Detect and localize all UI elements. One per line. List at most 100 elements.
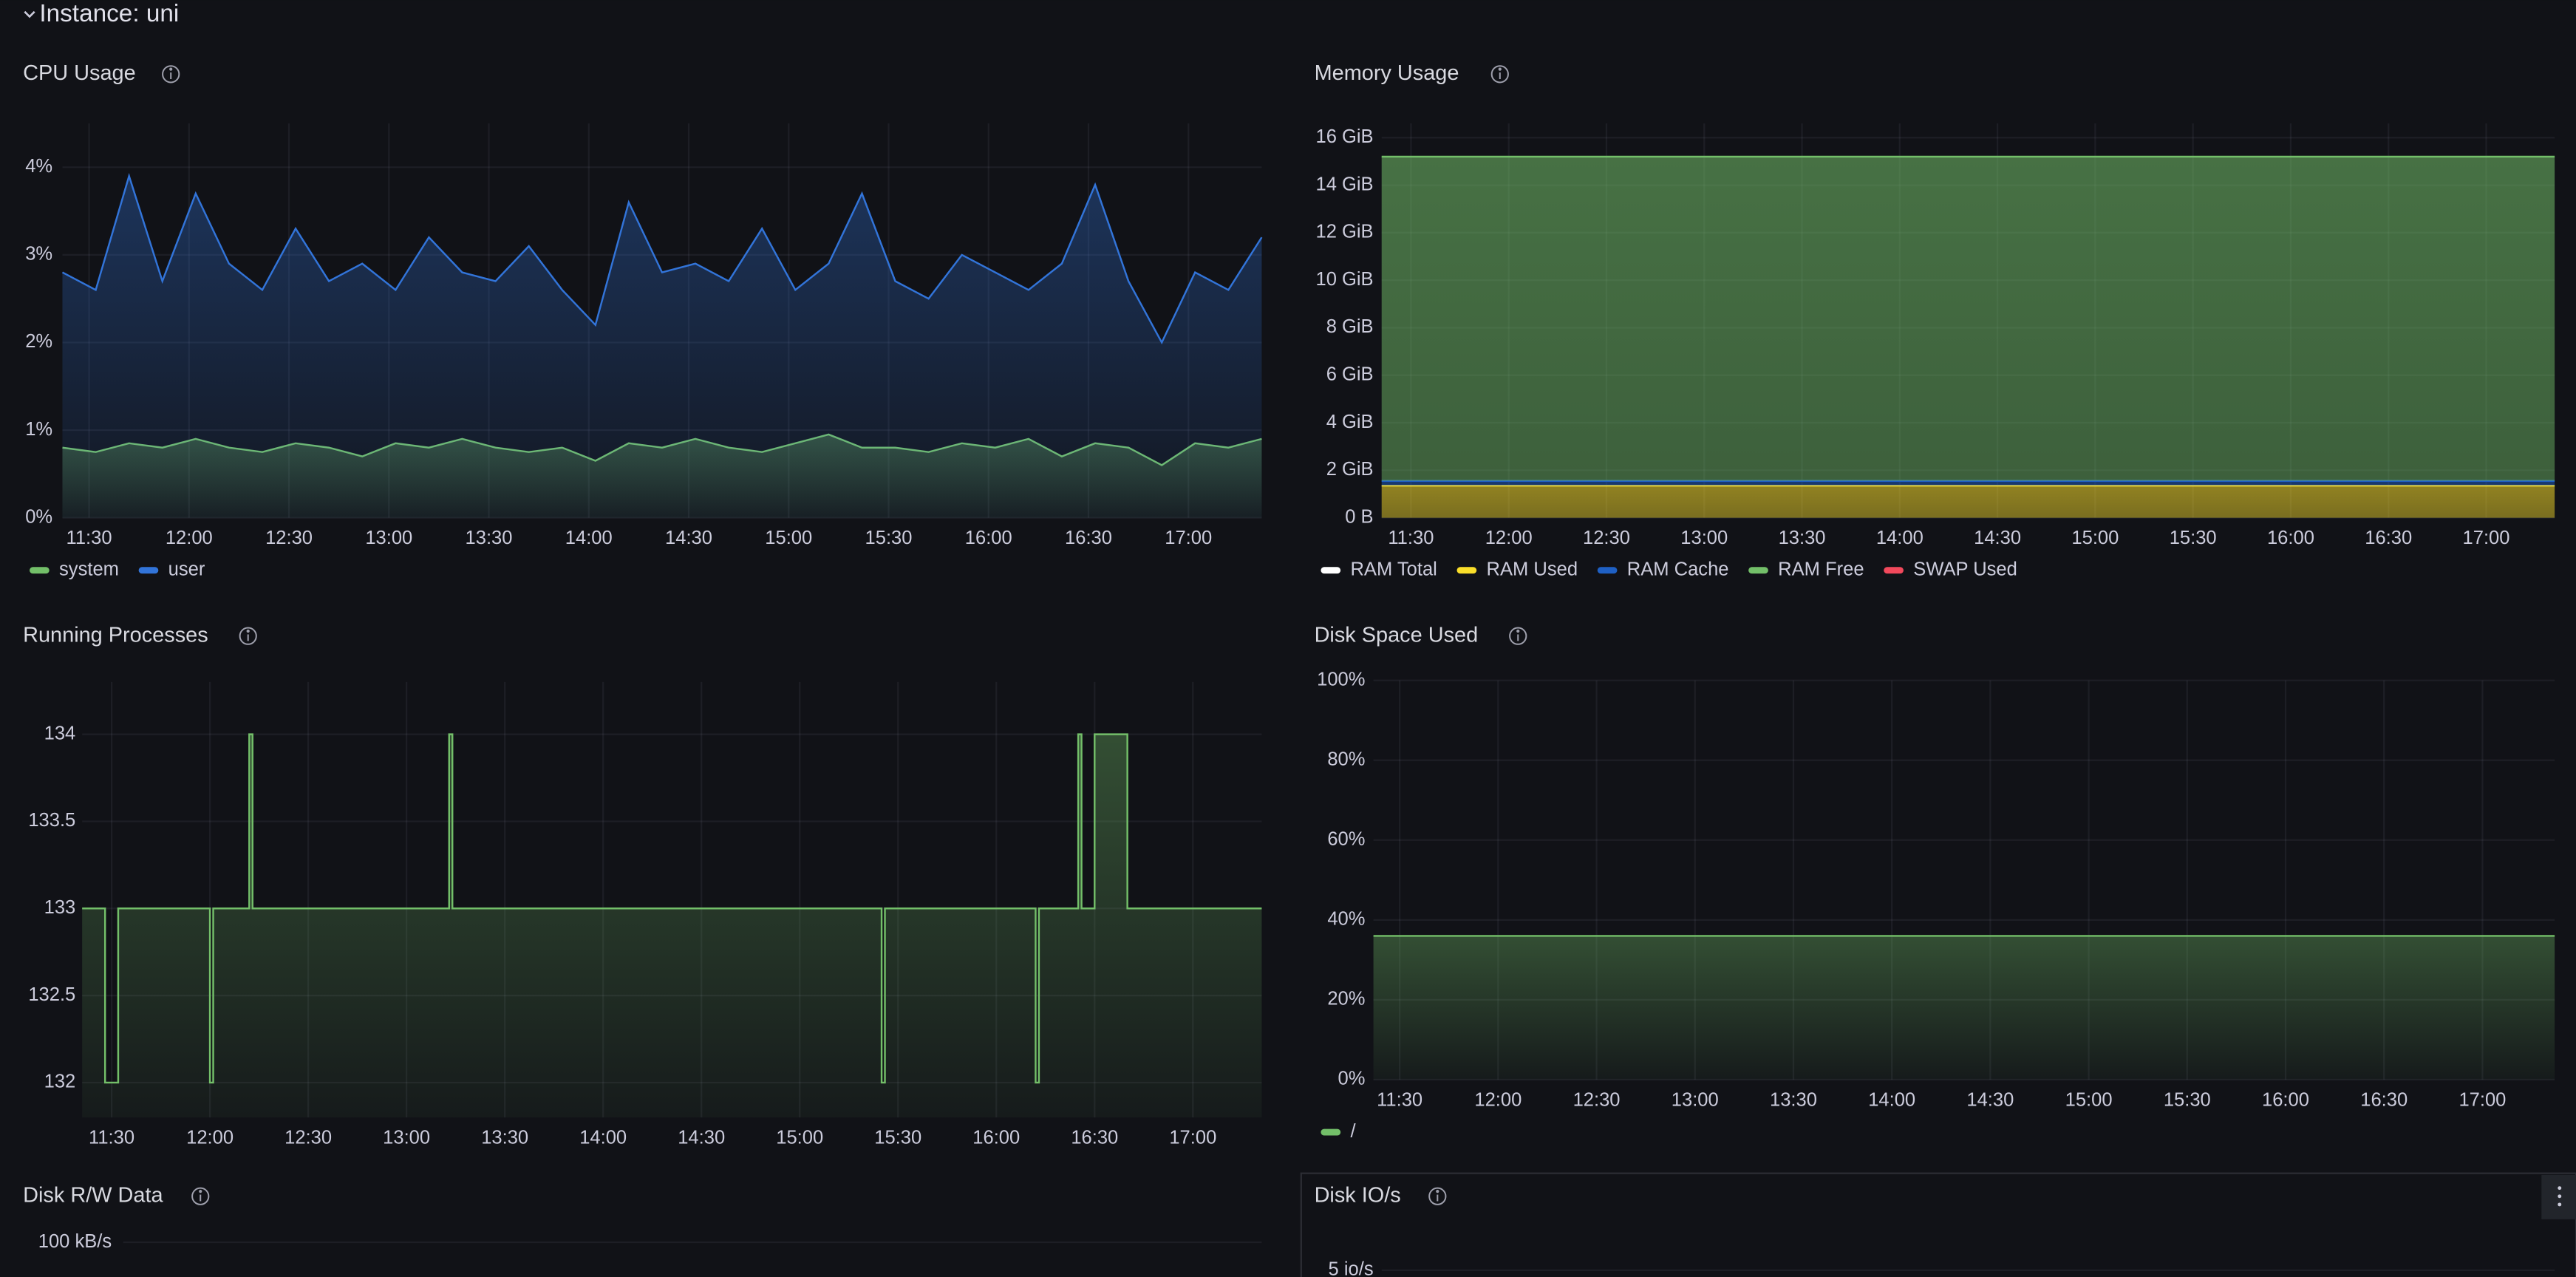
y-tick-label: 0 B — [1345, 506, 1373, 527]
x-tick-label: 14:30 — [678, 1128, 725, 1148]
y-tick-label: 14 GiB — [1315, 174, 1373, 194]
x-tick-label: 14:00 — [1868, 1090, 1915, 1111]
x-tick-label: 12:30 — [284, 1128, 332, 1148]
panel: Memory Usage 0 B 2 GiB 4 GiB 6 GiB 8 GiB 10 Gi… — [1315, 61, 2555, 579]
y-tick-label: 6 GiB — [1326, 364, 1374, 384]
series-area — [1381, 486, 2555, 518]
x-tick-label: 16:00 — [2262, 1090, 2309, 1111]
x-tick-label: 16:00 — [965, 528, 1012, 548]
y-tick-label: 132.5 — [28, 984, 75, 1005]
panel-title: Disk IO/s — [1315, 1183, 1401, 1207]
x-tick-label: 13:30 — [1770, 1090, 1817, 1111]
y-tick-label: 10 GiB — [1315, 269, 1373, 290]
y-tick-label: 132 — [44, 1072, 76, 1092]
x-tick-label: 14:30 — [1974, 528, 2021, 548]
series-area — [1381, 157, 2555, 481]
series-area — [1373, 936, 2555, 1080]
panel-border — [1300, 1172, 2576, 1277]
legend-label[interactable]: user — [168, 559, 205, 579]
y-tick-label: 40% — [1327, 909, 1365, 930]
x-tick-label: 11:30 — [1388, 528, 1434, 548]
x-tick-label: 15:30 — [874, 1128, 921, 1148]
x-tick-label: 17:00 — [2463, 528, 2510, 548]
info-icon[interactable] — [1428, 1187, 1447, 1205]
y-tick-label: 0% — [25, 506, 52, 527]
x-tick-label: 15:00 — [765, 528, 812, 548]
x-tick-label: 11:30 — [67, 528, 112, 548]
legend-swatch — [1884, 567, 1904, 574]
panel-title: CPU Usage — [23, 61, 136, 85]
y-tick-label: 134 — [44, 723, 76, 743]
legend-swatch — [1321, 1128, 1341, 1136]
x-tick-label: 16:30 — [2365, 528, 2412, 548]
legend-label[interactable]: system — [59, 559, 119, 579]
x-tick-label: 17:00 — [1169, 1128, 1216, 1148]
x-tick-label: 14:30 — [665, 528, 712, 548]
x-tick-label: 12:30 — [1583, 528, 1630, 548]
y-tick-label: 60% — [1327, 829, 1365, 850]
y-tick-label: 0% — [1338, 1069, 1366, 1089]
y-tick-label: 5 io/s — [1329, 1259, 1374, 1277]
info-icon[interactable] — [1490, 65, 1509, 84]
panel: CPU Usage 0% 1% 2% 3% 4% 11:30 12:00 12:30 13:00 1… — [23, 61, 1263, 579]
x-tick-label: 13:00 — [1672, 1090, 1719, 1111]
x-tick-label: 16:30 — [1071, 1128, 1118, 1148]
legend-swatch — [1321, 567, 1341, 574]
y-tick-label: 80% — [1327, 749, 1365, 769]
legend-swatch — [138, 567, 159, 574]
collapse-chevron[interactable] — [24, 10, 35, 18]
series-line — [61, 172, 1263, 345]
y-tick-label: 4 GiB — [1326, 412, 1374, 432]
x-tick-label: 13:30 — [466, 528, 513, 548]
series-area — [1381, 480, 2555, 486]
x-tick-label: 13:00 — [365, 528, 412, 548]
legend-label[interactable]: RAM Free — [1778, 559, 1864, 579]
y-tick-label: 8 GiB — [1326, 316, 1374, 337]
section-title[interactable]: Instance: uni — [39, 0, 179, 27]
x-tick-label: 17:00 — [1165, 528, 1212, 548]
legend-label[interactable]: / — [1350, 1121, 1356, 1142]
y-tick-label: 2% — [25, 331, 52, 352]
x-tick-label: 12:30 — [1573, 1090, 1621, 1111]
x-tick-label: 13:30 — [1779, 528, 1826, 548]
x-tick-label: 16:30 — [2360, 1090, 2408, 1111]
series-line — [82, 733, 1262, 1084]
x-tick-label: 14:00 — [565, 528, 613, 548]
menu-dots — [2558, 1186, 2562, 1207]
x-tick-label: 17:00 — [2459, 1090, 2506, 1111]
legend-label[interactable]: RAM Cache — [1627, 559, 1729, 579]
panel: Disk IO/s 5 io/s — [1315, 1183, 2555, 1277]
panel: Disk Space Used 0% 20% 40% 60% 80% 100% 11:30 12… — [1315, 623, 2555, 1142]
x-tick-label: 13:00 — [1680, 528, 1728, 548]
x-tick-label: 13:00 — [383, 1128, 430, 1148]
x-tick-label: 15:30 — [2170, 528, 2217, 548]
x-tick-label: 11:30 — [89, 1128, 134, 1148]
x-tick-label: 12:00 — [1485, 528, 1533, 548]
legend-swatch — [1748, 567, 1768, 574]
y-tick-label: 16 GiB — [1315, 126, 1373, 147]
x-tick-label: 14:00 — [1876, 528, 1924, 548]
y-tick-label: 133.5 — [28, 810, 75, 831]
y-tick-label: 133 — [44, 897, 76, 918]
y-tick-label: 20% — [1327, 989, 1365, 1009]
x-tick-label: 14:00 — [579, 1128, 627, 1148]
x-tick-label: 12:00 — [186, 1128, 234, 1148]
legend-label[interactable]: RAM Total — [1350, 559, 1437, 579]
info-icon[interactable] — [191, 1187, 210, 1205]
y-tick-label: 4% — [25, 156, 52, 177]
info-icon[interactable] — [1509, 627, 1527, 645]
legend-label[interactable]: SWAP Used — [1913, 559, 2017, 579]
y-tick-label: 2 GiB — [1326, 459, 1374, 480]
legend-label[interactable]: RAM Used — [1487, 559, 1578, 579]
panel-title: Disk Space Used — [1315, 623, 1479, 647]
info-icon[interactable] — [239, 627, 257, 645]
x-tick-label: 11:30 — [1377, 1090, 1422, 1111]
x-tick-label: 16:00 — [2267, 528, 2314, 548]
y-tick-label: 3% — [25, 244, 52, 265]
x-tick-label: 15:30 — [2164, 1090, 2211, 1111]
info-icon[interactable] — [162, 65, 180, 84]
legend-swatch — [1597, 567, 1618, 574]
x-tick-label: 12:00 — [1474, 1090, 1522, 1111]
